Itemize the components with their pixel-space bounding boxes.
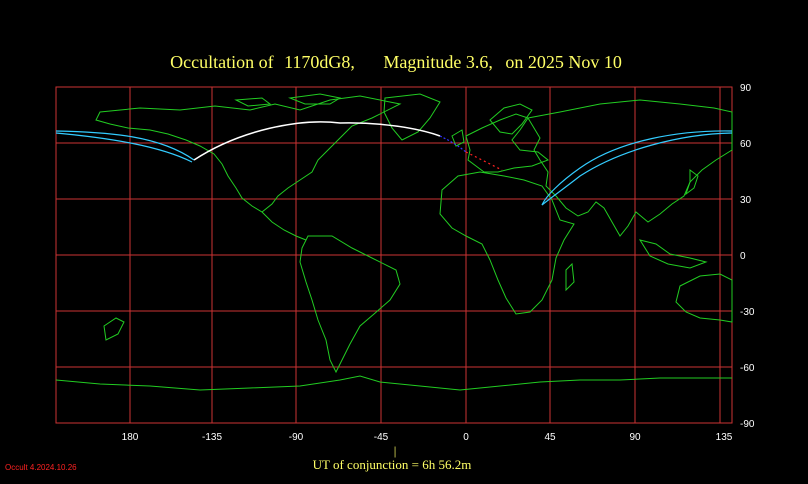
coast-asia	[527, 99, 733, 237]
occultation-path	[55, 121, 733, 206]
coast-australia	[675, 273, 733, 323]
east-limit-loop	[541, 130, 733, 206]
lon-label: 135	[716, 432, 733, 443]
map-title: Occultation of 1170dG8, Magnitude 3.6, o…	[170, 52, 622, 72]
coast-africa	[439, 171, 575, 315]
central-line	[193, 121, 441, 161]
coast-madagascar	[565, 262, 575, 292]
latitude-labels: 90 60 30 0 -30 -60 -90	[740, 83, 755, 430]
lon-label: 90	[629, 432, 641, 443]
coastlines	[55, 93, 733, 391]
conjunction-label: UT of conjunction = 6h 56.2m	[313, 457, 472, 472]
coast-arctic-islands	[234, 93, 342, 107]
lon-label: -135	[202, 432, 222, 443]
lat-label: -90	[740, 419, 755, 430]
coast-scandinavia	[489, 103, 533, 135]
lat-label: -30	[740, 307, 755, 318]
lat-label: -60	[740, 363, 755, 374]
lon-label: 0	[463, 432, 469, 443]
coast-europe	[465, 113, 549, 173]
coast-north-america	[95, 95, 402, 213]
lon-label: -45	[374, 432, 389, 443]
lat-label: 60	[740, 139, 752, 150]
map-grid	[55, 86, 733, 424]
version-label: Occult 4.2024.10.26	[5, 463, 77, 472]
longitude-labels: 180 -135 -90 -45 0 45 90 135	[122, 432, 733, 443]
coast-british-isles	[451, 129, 465, 147]
coast-greenland	[383, 93, 441, 141]
lon-label: -90	[289, 432, 304, 443]
coast-central-america	[261, 211, 307, 241]
coast-antarctica	[55, 375, 732, 391]
west-south-limit-line	[55, 132, 193, 163]
lat-label: 90	[740, 83, 752, 94]
lat-label: 0	[740, 251, 746, 262]
coast-se-asia-islands	[638, 239, 708, 269]
lon-label: 180	[122, 432, 139, 443]
lon-label: 45	[544, 432, 556, 443]
coast-japan	[685, 169, 699, 196]
conjunction-marker: |	[394, 443, 397, 458]
coast-new-zealand	[103, 317, 125, 341]
twilight-path	[465, 151, 503, 171]
west-north-limit-line	[55, 130, 195, 161]
lat-label: 30	[740, 195, 752, 206]
coast-south-america	[299, 235, 401, 374]
daylight-path	[439, 135, 467, 153]
